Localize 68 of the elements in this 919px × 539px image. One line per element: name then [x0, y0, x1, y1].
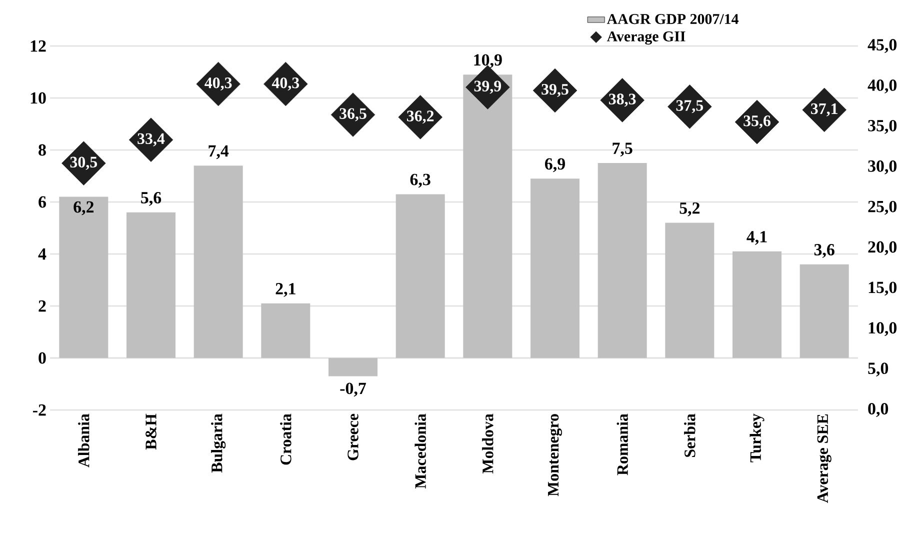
data-label: 39,9: [474, 80, 502, 94]
data-label: -0,7: [340, 382, 366, 397]
y-tick-label: 6: [38, 196, 46, 208]
y-tick-label: 4: [38, 248, 46, 260]
y-tick-label: 10: [30, 92, 46, 104]
x-tick-label: Romania: [616, 414, 628, 476]
bar: [665, 222, 714, 358]
data-label: 35,6: [744, 116, 770, 129]
bar: [598, 162, 647, 358]
bar: [396, 194, 445, 358]
x-tick-label: Serbia: [684, 414, 696, 457]
y-tick-label: 12: [30, 40, 46, 52]
y2-tick-label: 25,0: [868, 200, 897, 215]
y2-tick-label: 10,0: [868, 322, 897, 336]
x-tick-label: Average SEE: [817, 414, 832, 503]
x-tick-label: Albania: [78, 414, 90, 468]
x-tick-label: Turkey: [750, 414, 764, 462]
y-tick-label: 2: [38, 300, 46, 312]
data-label: 40,3: [204, 77, 232, 91]
data-label: 6,2: [74, 201, 94, 216]
bar: [800, 264, 849, 358]
data-label: 6,3: [410, 174, 430, 188]
data-label: 2,1: [276, 283, 296, 297]
x-tick-label: Bulgaria: [211, 414, 226, 473]
data-label: 36,5: [340, 108, 366, 122]
y2-tick-label: 30,0: [868, 160, 897, 174]
data-label: 7,5: [612, 142, 632, 156]
data-label: 33,4: [138, 133, 165, 146]
data-label: 5,2: [680, 202, 700, 216]
data-label: 37,5: [676, 100, 704, 114]
bar: [59, 196, 108, 358]
y2-tick-label: 35,0: [868, 120, 897, 134]
y2-tick-label: 5,0: [868, 362, 888, 376]
data-label: 7,4: [208, 145, 229, 160]
y-tick-label: 0: [38, 352, 46, 364]
data-label: 40,3: [272, 77, 300, 91]
legend-label: AAGR GDP 2007/14: [606, 14, 738, 24]
x-tick-label: Croatia: [280, 414, 292, 465]
y2-tick-label: 15,0: [868, 282, 897, 296]
data-label: 30,5: [70, 156, 98, 170]
bar: [194, 166, 243, 358]
data-label: 6,9: [545, 158, 565, 172]
y2-tick-label: 0,0: [868, 403, 888, 417]
x-tick-label: Macedonia: [414, 414, 426, 489]
data-label: 4,1: [746, 231, 767, 245]
bar: [261, 303, 310, 358]
bar: [328, 358, 378, 376]
legend-label: Average GII: [606, 31, 686, 45]
y2-tick-label: 45,0: [868, 39, 897, 53]
bar: [463, 74, 512, 358]
x-tick-label: Moldova: [482, 414, 494, 474]
x-tick-label: Montenegro: [548, 414, 562, 496]
x-tick-label: B&H: [146, 414, 156, 450]
y-tick-label: -2: [33, 404, 46, 416]
bar: [732, 251, 782, 358]
data-label: 3,6: [814, 244, 834, 258]
data-label: 37,1: [810, 103, 838, 116]
y-tick-label: 8: [38, 144, 46, 156]
data-label: 36,2: [406, 110, 434, 124]
bar: [530, 178, 580, 358]
data-label: 39,5: [542, 84, 568, 97]
data-label: 5,6: [141, 192, 162, 206]
data-label: 38,3: [608, 94, 636, 107]
data-label: 10,9: [474, 54, 502, 68]
x-tick-label: Greece: [348, 414, 358, 460]
y2-tick-label: 40,0: [868, 79, 897, 94]
y2-tick-label: 20,0: [868, 241, 897, 256]
bar: [126, 212, 176, 358]
